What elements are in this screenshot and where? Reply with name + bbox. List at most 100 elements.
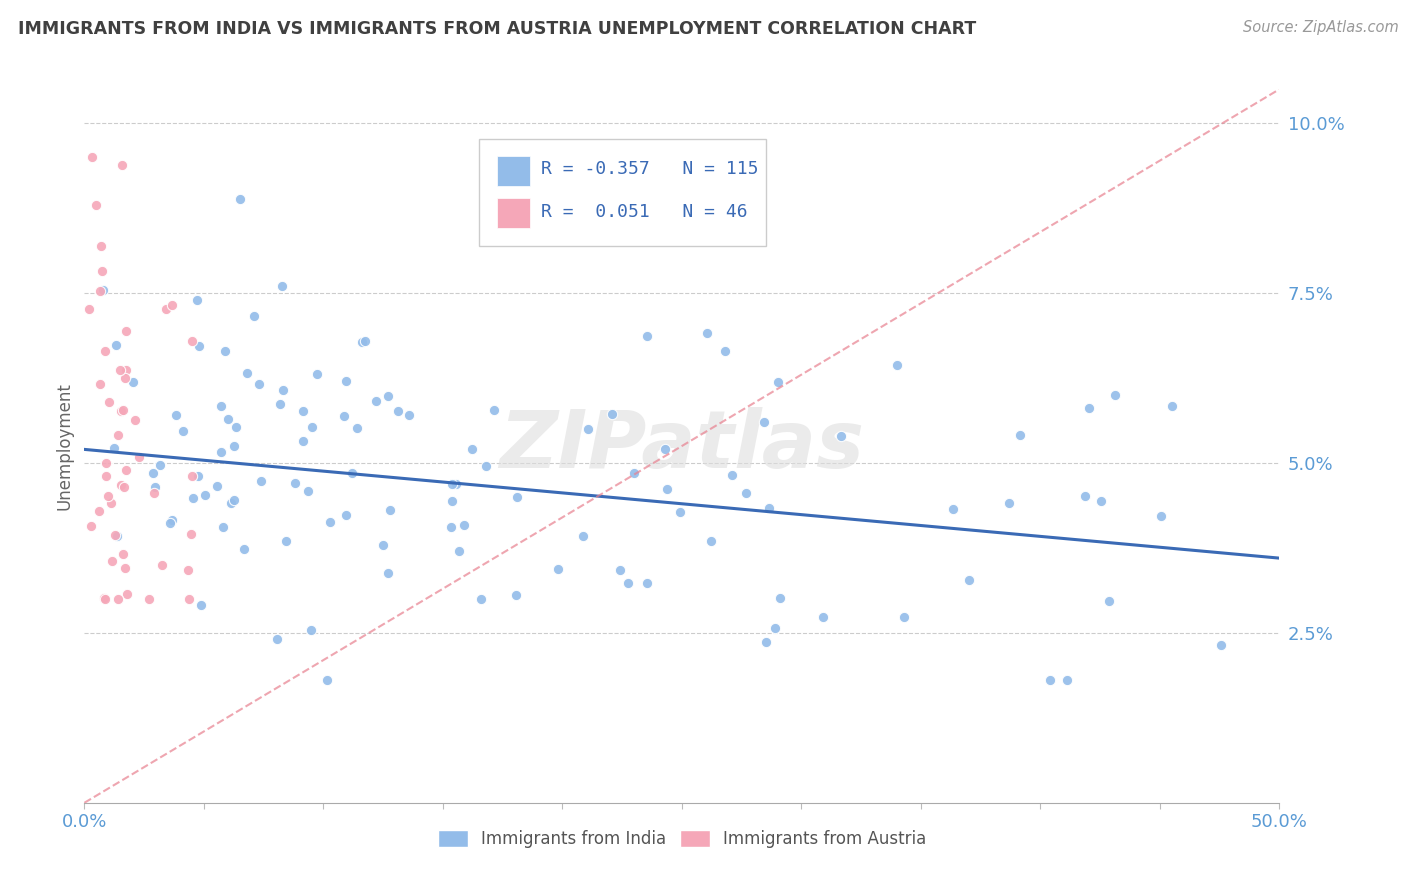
Point (142, 466, 165, 480)
Point (696, 326, 718, 341)
Point (229, 193, 252, 207)
Point (115, 363, 138, 377)
Point (734, 485, 756, 500)
Point (105, 529, 128, 543)
Point (86, 198, 108, 212)
Point (274, 534, 297, 549)
Bar (496, 198, 530, 228)
Point (547, 562, 569, 576)
Point (111, 547, 134, 561)
Point (94, 591, 117, 606)
Point (101, 554, 124, 568)
Point (616, 576, 638, 591)
Point (291, 434, 314, 449)
Point (96, 456, 118, 470)
Point (505, 588, 527, 602)
Point (623, 467, 645, 481)
Point (893, 609, 915, 624)
Point (291, 404, 314, 418)
Point (299, 623, 322, 637)
Point (763, 621, 786, 635)
Point (90, 238, 112, 252)
Point (77, 301, 100, 316)
Point (636, 328, 658, 343)
Point (470, 592, 492, 607)
Point (100, 496, 122, 510)
Point (998, 496, 1021, 510)
Point (155, 302, 177, 317)
Point (108, 363, 131, 377)
Point (1097, 594, 1119, 608)
Point (475, 458, 498, 473)
Point (266, 632, 288, 647)
Point (315, 673, 337, 688)
Point (446, 476, 468, 491)
Text: R = -0.357   N = 115: R = -0.357 N = 115 (541, 161, 758, 178)
Point (180, 526, 202, 541)
Point (114, 463, 136, 477)
FancyBboxPatch shape (479, 139, 766, 246)
Point (811, 609, 834, 624)
Point (107, 591, 129, 606)
Point (440, 477, 463, 491)
Point (1090, 493, 1112, 508)
Point (1008, 427, 1031, 442)
Text: Source: ZipAtlas.com: Source: ZipAtlas.com (1243, 20, 1399, 35)
Point (105, 337, 128, 351)
Point (1104, 388, 1126, 402)
Point (209, 399, 232, 413)
Point (89, 376, 111, 391)
Point (180, 334, 202, 349)
Point (942, 502, 965, 516)
Point (183, 491, 205, 505)
Point (768, 375, 790, 389)
Point (115, 587, 138, 601)
Point (346, 420, 368, 434)
Point (107, 427, 129, 442)
Point (769, 591, 792, 605)
Point (225, 420, 247, 434)
Point (1056, 673, 1078, 688)
Y-axis label: Unemployment: Unemployment (55, 382, 73, 510)
Point (333, 409, 356, 424)
Point (377, 566, 399, 581)
Legend: Immigrants from India, Immigrants from Austria: Immigrants from India, Immigrants from A… (432, 823, 932, 855)
Point (179, 591, 201, 606)
Point (1160, 399, 1182, 413)
Point (335, 374, 357, 388)
Point (271, 279, 294, 293)
Point (160, 298, 183, 312)
Point (128, 450, 150, 464)
Point (482, 403, 505, 417)
Point (453, 518, 475, 533)
Point (114, 561, 136, 575)
Point (342, 467, 364, 481)
Point (242, 309, 264, 323)
Point (115, 324, 138, 338)
Point (165, 409, 187, 423)
Point (655, 482, 678, 496)
Point (87, 504, 110, 518)
Point (636, 576, 658, 591)
Point (1149, 508, 1171, 523)
Point (103, 441, 125, 455)
Point (110, 404, 132, 418)
Point (219, 496, 242, 510)
Point (398, 408, 420, 422)
Point (172, 425, 194, 439)
Point (609, 563, 631, 577)
Point (271, 383, 294, 397)
Point (269, 397, 291, 411)
Point (149, 458, 172, 473)
Point (209, 445, 232, 459)
Point (176, 563, 198, 577)
Point (124, 413, 146, 427)
Point (111, 402, 134, 417)
Point (104, 527, 127, 541)
Point (447, 544, 470, 558)
Point (94, 469, 117, 483)
Point (378, 503, 401, 517)
Point (366, 393, 388, 408)
Point (138, 591, 160, 606)
Point (114, 370, 136, 384)
